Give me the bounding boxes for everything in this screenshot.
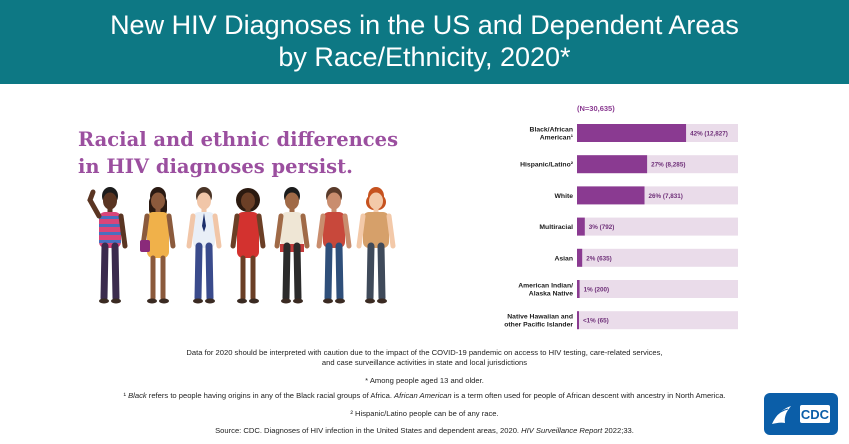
category-label: American Indian/ xyxy=(518,283,573,290)
category-label: other Pacific Islander xyxy=(504,322,573,329)
category-label: White xyxy=(555,193,574,200)
bar-value-label: 27% (8,285) xyxy=(651,162,685,169)
cdc-logo-box xyxy=(800,405,830,423)
footnote-black-italic1: Black xyxy=(128,391,147,400)
footnote-caution: Data for 2020 should be interpreted with… xyxy=(0,348,849,367)
footnote-black-mark: ¹ xyxy=(123,391,129,400)
footnote-source: Source: CDC. Diagnoses of HIV infection … xyxy=(0,426,849,436)
people-illustration xyxy=(87,187,396,304)
bar-track xyxy=(577,248,738,267)
bar xyxy=(577,311,579,330)
bar-track xyxy=(577,217,738,236)
bar-value-label: 2% (635) xyxy=(586,255,612,262)
footnote-caution-line2: and case surveillance activities in stat… xyxy=(321,357,528,367)
category-label: Asian xyxy=(554,255,573,262)
category-label: Black/African xyxy=(530,127,573,134)
bar xyxy=(577,248,583,267)
bar-chart: (N=30,635)42% (12,827)Black/AfricanAmeri… xyxy=(504,104,738,330)
hhs-eagle-wing-icon xyxy=(773,408,789,419)
title-line-1: New HIV Diagnoses in the US and Dependen… xyxy=(110,10,739,40)
person-figure xyxy=(230,188,266,304)
footnote-hispanic: ² Hispanic/Latino people can be of any r… xyxy=(350,409,499,418)
title-banner: New HIV Diagnoses in the US and Dependen… xyxy=(0,0,849,84)
category-label: Hispanic/Latino² xyxy=(520,162,574,169)
footnote-star: * Among people aged 13 and older. xyxy=(365,376,484,385)
cdc-logo: CDC xyxy=(764,393,838,435)
bar-value-label: 1% (200) xyxy=(584,287,610,294)
bar-row: 26% (7,831) White xyxy=(555,186,738,205)
bar-track xyxy=(577,280,738,298)
bar xyxy=(577,124,687,142)
bar xyxy=(577,217,585,236)
bar-value-label: 3% (792) xyxy=(589,224,615,231)
title-line-2: by Race/Ethnicity, 2020* xyxy=(278,42,571,72)
bar-row: 3% (792) Multiracial xyxy=(539,217,738,236)
category-label: Alaska Native xyxy=(529,291,573,298)
person-figure xyxy=(140,187,176,304)
category-label: American¹ xyxy=(540,135,574,142)
footnote-black-mid: refers to people having origins in any o… xyxy=(146,391,395,400)
bar xyxy=(577,186,645,205)
cdc-logo-text: CDC xyxy=(801,407,830,422)
category-label: Multiracial xyxy=(539,224,573,231)
bar-row: 27% (8,285) Hispanic/Latino² xyxy=(520,155,738,174)
bar-row: 2% (635) Asian xyxy=(554,248,738,267)
footnote-caution-line1: Data for 2020 should be interpreted with… xyxy=(186,348,663,357)
category-label: Native Hawaiian and xyxy=(507,314,573,321)
source-post: 2022;33. xyxy=(602,426,634,435)
person-figure xyxy=(186,187,222,304)
source-pre: Source: CDC. Diagnoses of HIV infection … xyxy=(215,426,522,435)
hhs-eagle-icon xyxy=(772,406,791,424)
person-figure xyxy=(316,187,352,304)
footnote-black-italic2: African American xyxy=(394,391,452,400)
bar-value-label: <1% (65) xyxy=(583,318,609,325)
bar xyxy=(577,280,580,298)
n-label: (N=30,635) xyxy=(577,104,615,113)
bar-value-label: 26% (7,831) xyxy=(649,193,683,200)
headline-text: Racial and ethnic differences in HIV dia… xyxy=(78,128,399,178)
bar xyxy=(577,155,648,174)
bar-row: 1% (200) American Indian/Alaska Native xyxy=(518,280,738,298)
footnote-black-end: is a term often used for people of Afric… xyxy=(451,391,726,400)
source-italic: HIV Surveillance Report xyxy=(521,426,603,435)
bar-track xyxy=(577,311,738,330)
person-figure xyxy=(356,187,396,304)
person-figure xyxy=(274,187,310,304)
person-figure xyxy=(87,187,128,304)
bar-value-label: 42% (12,827) xyxy=(690,131,728,138)
footnote-black: ¹ Black refers to people having origins … xyxy=(0,391,849,401)
